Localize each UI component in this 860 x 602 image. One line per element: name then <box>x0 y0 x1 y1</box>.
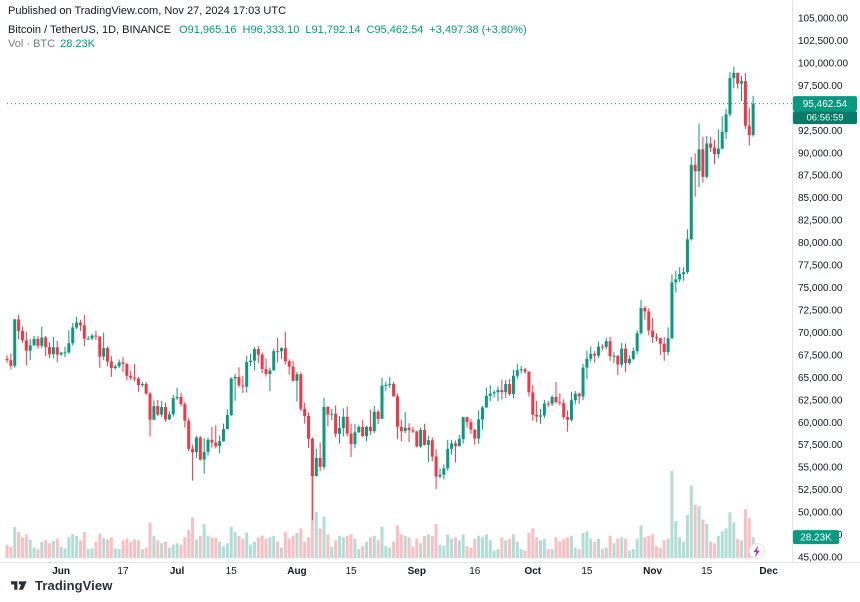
tradingview-logo-icon <box>10 578 29 593</box>
volume-label: Vol · BTC <box>8 38 56 50</box>
svg-text:15: 15 <box>581 566 593 577</box>
svg-text:50,000.00: 50,000.00 <box>798 508 843 519</box>
svg-text:97,500.00: 97,500.00 <box>798 81 843 92</box>
ohlc-low: L91,792.14 <box>305 24 361 36</box>
svg-text:Jun: Jun <box>52 566 70 577</box>
countdown-timer: 06:56:59 <box>807 113 844 124</box>
svg-text:55,000.00: 55,000.00 <box>798 463 843 474</box>
time-axis[interactable]: Jun 17 Jul 15 Aug 15 Sep 16 Oct 15 Nov 15 Dec <box>52 566 778 577</box>
volume-axis-badge: 28.23K <box>793 530 839 545</box>
svg-text:62,500.00: 62,500.00 <box>798 395 843 406</box>
svg-text:16: 16 <box>469 566 481 577</box>
svg-text:75,000.00: 75,000.00 <box>798 283 843 294</box>
svg-text:90,000.00: 90,000.00 <box>798 148 843 159</box>
tradingview-logo[interactable]: TradingView <box>10 578 112 593</box>
svg-text:57,500.00: 57,500.00 <box>798 440 843 451</box>
symbol-legend: Bitcoin / TetherUS, 1D, BINANCE O91,965.1… <box>8 24 527 36</box>
svg-text:Nov: Nov <box>643 566 662 577</box>
svg-text:Dec: Dec <box>759 566 778 577</box>
svg-text:77,500.00: 77,500.00 <box>798 261 843 272</box>
svg-text:85,000.00: 85,000.00 <box>798 193 843 204</box>
svg-text:15: 15 <box>346 566 358 577</box>
svg-text:70,000.00: 70,000.00 <box>798 328 843 339</box>
price-change: +3,497.38 (+3.80%) <box>429 24 527 36</box>
svg-text:15: 15 <box>701 566 713 577</box>
svg-text:17: 17 <box>117 566 129 577</box>
svg-text:67,500.00: 67,500.00 <box>798 350 843 361</box>
svg-text:87,500.00: 87,500.00 <box>798 171 843 182</box>
svg-text:80,000.00: 80,000.00 <box>798 238 843 249</box>
volume-value: 28.23K <box>60 38 95 50</box>
svg-text:72,500.00: 72,500.00 <box>798 305 843 316</box>
svg-text:60,000.00: 60,000.00 <box>798 418 843 429</box>
tradingview-brand-text: TradingView <box>35 578 113 593</box>
lightning-marker-icon[interactable] <box>749 543 765 559</box>
volume-series <box>5 470 755 558</box>
ohlc-high: H96,333.10 <box>242 24 300 36</box>
svg-text:105,000.00: 105,000.00 <box>798 14 848 25</box>
svg-text:45,000.00: 45,000.00 <box>798 553 843 564</box>
svg-text:92,500.00: 92,500.00 <box>798 126 843 137</box>
price-axis[interactable]: 105,000.00 102,500.00 100,000.00 97,500.00 9… <box>798 14 848 564</box>
svg-text:82,500.00: 82,500.00 <box>798 216 843 227</box>
symbol-title: Bitcoin / TetherUS, 1D, BINANCE <box>8 24 172 36</box>
svg-text:Sep: Sep <box>408 566 426 577</box>
svg-text:28.23K: 28.23K <box>800 533 832 544</box>
ohlc-open: O91,965.16 <box>179 24 237 36</box>
current-price-badge: 95,462.54 06:56:59 <box>793 96 857 125</box>
svg-text:52,500.00: 52,500.00 <box>798 485 843 496</box>
volume-legend: Vol · BTC 28.23K <box>8 38 95 50</box>
svg-text:Jul: Jul <box>170 566 185 577</box>
svg-text:15: 15 <box>226 566 238 577</box>
svg-text:102,500.00: 102,500.00 <box>798 36 848 47</box>
ohlc-close: C95,462.54 <box>366 24 424 36</box>
svg-text:95,462.54: 95,462.54 <box>803 99 848 110</box>
candlestick-series <box>5 66 755 521</box>
published-caption: Published on TradingView.com, Nov 27, 20… <box>8 5 287 17</box>
svg-text:Aug: Aug <box>287 566 306 577</box>
svg-text:65,000.00: 65,000.00 <box>798 373 843 384</box>
svg-text:Oct: Oct <box>524 566 541 577</box>
svg-text:100,000.00: 100,000.00 <box>798 58 848 69</box>
